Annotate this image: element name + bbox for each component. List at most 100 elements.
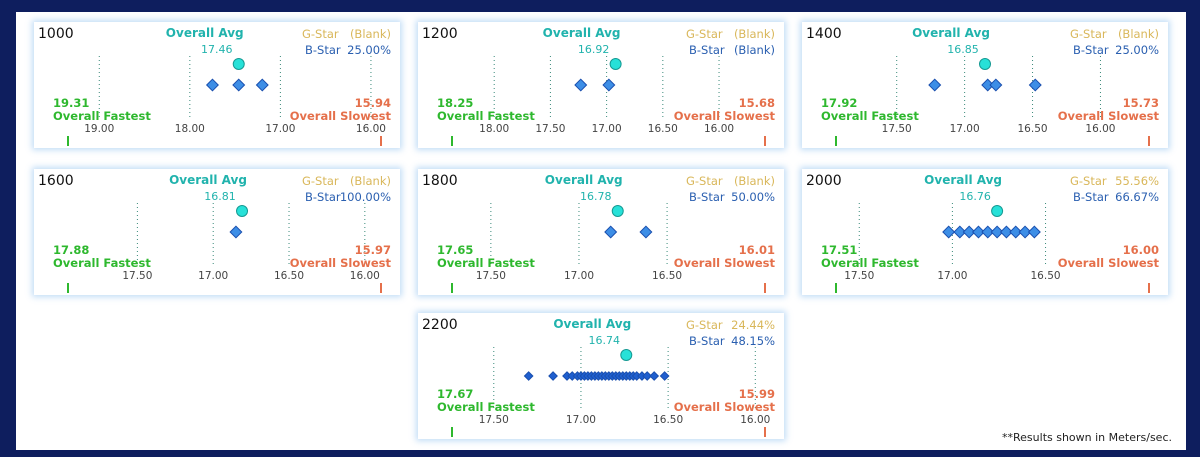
- overall-slowest-label: Overall Slowest: [290, 109, 392, 123]
- tick-label: 17.50: [476, 270, 506, 282]
- g-star-value: (Blank): [350, 27, 391, 41]
- chart-panel-1600: 1600 17.50 17.00 16.50 16.00 Overall Avg 16.81…: [34, 169, 400, 295]
- b-star-label: B-Star: [1073, 190, 1109, 204]
- overall-slowest-label: Overall Slowest: [290, 256, 392, 270]
- b-star-label: B-Star: [689, 190, 725, 204]
- overall-avg-value: 16.76: [959, 190, 991, 203]
- tick-label: 16.00: [740, 414, 770, 426]
- tick-label: 16.00: [704, 123, 734, 135]
- dashboard-frame: 1000 19.00 18.00 17.00 16.00 Overall Avg 17.46…: [16, 12, 1186, 450]
- b-star-label: B-Star: [305, 43, 341, 57]
- overall-avg-label: Overall Avg: [545, 173, 623, 187]
- overall-slowest-value: 15.94: [355, 96, 391, 110]
- chart-panel-2000: 2000 17.50 17.00 16.50 Overall Avg 16.76 G-Sta…: [802, 169, 1168, 295]
- data-point: [229, 225, 243, 239]
- chart-title: 2000: [806, 173, 842, 189]
- data-point: [1009, 225, 1023, 239]
- data-point: [574, 78, 588, 92]
- overall-fastest-label: Overall Fastest: [437, 256, 535, 270]
- overall-fastest-label: Overall Fastest: [821, 109, 919, 123]
- data-point: [999, 225, 1013, 239]
- g-star-value: (Blank): [734, 27, 775, 41]
- b-star-label: B-Star: [305, 190, 341, 204]
- overall-avg-label: Overall Avg: [553, 317, 631, 331]
- tick-label: 16.50: [652, 270, 682, 282]
- overall-fastest-label: Overall Fastest: [437, 109, 535, 123]
- chart-title: 1000: [38, 26, 74, 42]
- overall-avg-marker: [991, 205, 1004, 217]
- data-point: [639, 225, 653, 239]
- data-point: [942, 225, 956, 239]
- b-star-label: B-Star: [1073, 43, 1109, 57]
- overall-slowest-value: 15.97: [355, 243, 391, 257]
- g-star-value: 55.56%: [1115, 174, 1159, 188]
- slowest-marker: [1148, 136, 1150, 146]
- overall-slowest-value: 16.01: [739, 243, 775, 257]
- overall-avg-marker: [609, 58, 622, 70]
- tick-label: 16.00: [1085, 123, 1115, 135]
- chart-svg-1400: 1400 17.50 17.00 16.50 16.00 Overall Avg 16.85…: [806, 26, 1159, 146]
- b-star-value: 25.00%: [347, 43, 391, 57]
- overall-fastest-value: 17.51: [821, 243, 857, 257]
- overall-avg-value: 17.46: [201, 43, 233, 56]
- b-star-value: 50.00%: [731, 190, 775, 204]
- tick-label: 19.00: [84, 123, 114, 135]
- fastest-marker: [835, 283, 837, 293]
- chart-title: 1200: [422, 26, 458, 42]
- data-point: [1018, 225, 1032, 239]
- data-point: [205, 78, 219, 92]
- chart-title: 1600: [38, 173, 74, 189]
- slowest-marker: [380, 136, 382, 146]
- g-star-label: G-Star: [686, 174, 723, 188]
- tick-label: 17.00: [950, 123, 980, 135]
- data-point: [602, 78, 616, 92]
- g-star-label: G-Star: [1070, 174, 1107, 188]
- data-point: [523, 371, 534, 381]
- chart-panel-1400: 1400 17.50 17.00 16.50 16.00 Overall Avg 16.85…: [802, 22, 1168, 148]
- chart-panel-2200: 2200 17.50 17.00 16.50 16.00 Overall Avg 16.74…: [418, 313, 784, 439]
- overall-slowest-label: Overall Slowest: [674, 400, 776, 414]
- tick-label: 17.00: [564, 270, 594, 282]
- chart-svg-1800: 1800 17.50 17.00 16.50 Overall Avg 16.78 G-Sta…: [422, 173, 775, 293]
- data-point: [232, 78, 246, 92]
- overall-fastest-value: 17.92: [821, 96, 857, 110]
- tick-label: 17.50: [882, 123, 912, 135]
- g-star-label: G-Star: [686, 318, 723, 332]
- data-point: [962, 225, 976, 239]
- b-star-value: 66.67%: [1115, 190, 1159, 204]
- fastest-marker: [67, 283, 69, 293]
- b-star-value: (Blank): [734, 43, 775, 57]
- overall-fastest-label: Overall Fastest: [53, 256, 151, 270]
- overall-slowest-label: Overall Slowest: [1058, 256, 1160, 270]
- tick-label: 17.50: [479, 414, 509, 426]
- overall-fastest-value: 17.88: [53, 243, 89, 257]
- fastest-marker: [451, 136, 453, 146]
- data-point: [981, 225, 995, 239]
- tick-label: 16.50: [653, 414, 683, 426]
- chart-svg-1200: 1200 18.00 17.50 17.00 16.50 16.00 Overall Avg…: [422, 26, 775, 146]
- data-point: [604, 225, 618, 239]
- overall-avg-value: 16.85: [947, 43, 979, 56]
- slowest-marker: [764, 427, 766, 437]
- g-star-value: (Blank): [1118, 27, 1159, 41]
- g-star-label: G-Star: [1070, 27, 1107, 41]
- tick-label: 16.50: [274, 270, 304, 282]
- overall-avg-marker: [979, 58, 991, 70]
- overall-fastest-value: 17.67: [437, 387, 473, 401]
- g-star-label: G-Star: [302, 174, 339, 188]
- footnote: **Results shown in Meters/sec.: [1002, 431, 1172, 444]
- overall-avg-value: 16.92: [578, 43, 610, 56]
- data-point: [971, 225, 985, 239]
- data-point: [649, 371, 660, 381]
- tick-label: 17.50: [535, 123, 565, 135]
- data-point: [659, 371, 670, 381]
- data-point: [928, 78, 942, 92]
- data-point: [953, 225, 967, 239]
- fastest-marker: [451, 283, 453, 293]
- tick-label: 18.00: [175, 123, 205, 135]
- tick-label: 17.50: [844, 270, 874, 282]
- overall-avg-label: Overall Avg: [166, 26, 244, 40]
- tick-label: 17.00: [592, 123, 622, 135]
- chart-panel-1000: 1000 19.00 18.00 17.00 16.00 Overall Avg 17.46…: [34, 22, 400, 148]
- chart-svg-2000: 2000 17.50 17.00 16.50 Overall Avg 16.76 G-Sta…: [806, 173, 1160, 293]
